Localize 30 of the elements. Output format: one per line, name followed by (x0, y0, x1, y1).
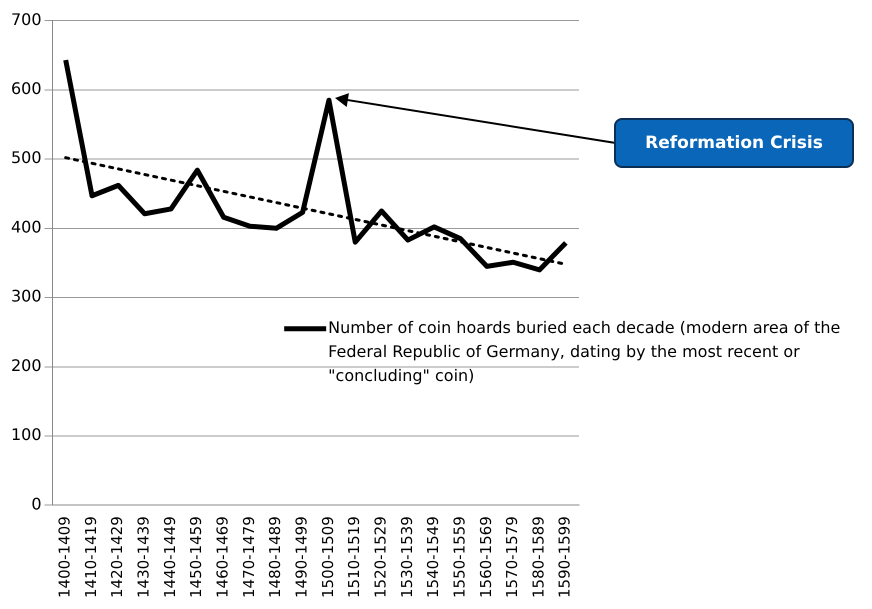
x-tick-label: 1450-1459 (187, 516, 206, 598)
x-tick-label: 1560-1569 (476, 516, 495, 598)
x-tick-label: 1470-1479 (240, 516, 258, 598)
y-tick-label: 200 (10, 356, 42, 375)
x-tick-label: 1400-1409 (56, 516, 74, 598)
x-tick-label: 1530-1539 (398, 516, 416, 598)
text: Reformation Crisis (614, 118, 854, 168)
x-tick-label: 1580-1589 (529, 516, 548, 598)
y-tick-label: 600 (10, 78, 42, 98)
y-tick-label: 500 (10, 148, 42, 168)
x-tick-label: 1510-1519 (345, 516, 364, 598)
x-tick-label: 1430-1439 (134, 516, 153, 598)
y-tick-label: 700 (10, 10, 42, 29)
x-tick-label: 1570-1579 (503, 516, 522, 598)
x-tick-label: 1460-1469 (214, 516, 232, 598)
x-tick-label: 1550-1559 (450, 516, 468, 598)
x-tick-label: 1490-1499 (292, 516, 310, 598)
x-tick-label: 1520-1529 (371, 516, 390, 598)
x-tick-label: 1420-1429 (108, 516, 126, 598)
x-tick-label: 1500-1509 (318, 516, 337, 598)
x-tick-label: 1480-1489 (266, 516, 284, 598)
x-tick-label: 1440-1449 (160, 516, 179, 598)
x-tick-label: 1410-1419 (82, 516, 100, 598)
legend-label: Number of coin hoards buried each decade (modern area of the Federal Republic of Germany, dating by the most recent or "concluding" coin) (328, 318, 840, 385)
y-tick-label: 300 (10, 286, 42, 306)
y-tick-label: 100 (10, 425, 42, 444)
y-tick-label: 0 (31, 494, 42, 514)
x-tick-label: 1590-1599 (556, 516, 574, 598)
x-tick-label: 1540-1549 (424, 516, 442, 598)
y-tick-label: 400 (10, 217, 42, 236)
